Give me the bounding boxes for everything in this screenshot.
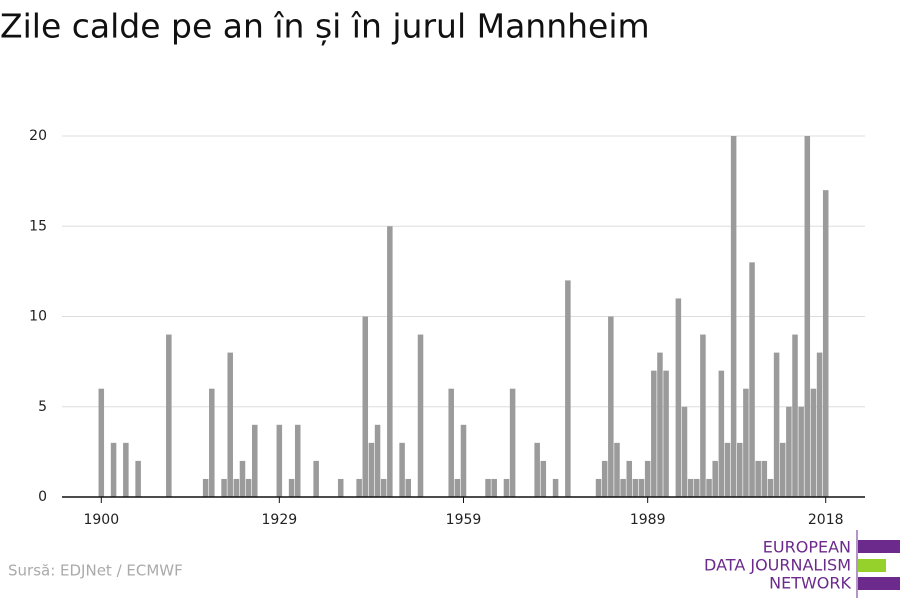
bar	[694, 478, 700, 497]
bar	[123, 442, 129, 497]
bar	[608, 316, 614, 497]
bar	[399, 442, 405, 497]
bar	[509, 388, 516, 497]
bar	[448, 388, 454, 497]
bar	[681, 406, 688, 497]
bar	[166, 334, 172, 497]
bar	[252, 424, 258, 497]
x-tick-label: 2018	[808, 512, 844, 528]
bar	[534, 442, 540, 497]
bar	[700, 334, 706, 497]
bar	[288, 478, 295, 497]
bar	[387, 226, 393, 497]
bar	[356, 478, 362, 497]
bar	[743, 388, 749, 497]
bar	[221, 478, 227, 497]
bar	[209, 388, 215, 497]
bar	[491, 478, 497, 497]
bar	[202, 478, 209, 497]
bar	[767, 478, 774, 497]
bar	[755, 460, 761, 497]
bar	[380, 478, 387, 497]
y-tick-label: 5	[38, 399, 47, 415]
bar	[417, 334, 424, 497]
x-tick-label: 1959	[446, 512, 482, 528]
bar	[620, 478, 626, 497]
logo-bar	[858, 559, 886, 572]
bar	[663, 370, 669, 497]
x-tick-label: 1929	[262, 512, 298, 528]
bar	[804, 136, 811, 497]
bar	[626, 460, 633, 497]
bar	[540, 460, 547, 497]
bar	[245, 478, 252, 497]
y-tick-label: 0	[38, 489, 47, 505]
bar	[485, 478, 491, 497]
bar	[601, 460, 608, 497]
bar	[773, 352, 780, 497]
bar	[638, 478, 645, 497]
bar	[644, 460, 651, 497]
bar	[276, 424, 283, 497]
bar	[405, 478, 412, 497]
bar	[595, 478, 602, 497]
bar	[454, 478, 461, 497]
bar	[239, 460, 246, 497]
x-tick-label: 1900	[83, 512, 119, 528]
logo-text: NETWORK	[769, 574, 851, 593]
bar	[736, 442, 743, 497]
bar	[337, 478, 344, 497]
bar	[779, 442, 786, 497]
bar	[706, 478, 712, 497]
bar	[110, 442, 117, 497]
bar	[786, 406, 792, 497]
bar	[227, 352, 233, 497]
bar	[362, 316, 369, 497]
bar	[730, 136, 737, 497]
bar	[614, 442, 620, 497]
bar	[368, 442, 375, 497]
bar	[687, 478, 694, 497]
y-tick-label: 15	[29, 218, 47, 234]
logo-bar	[858, 577, 900, 590]
y-tick-label: 20	[29, 128, 47, 144]
logo-bar	[858, 540, 900, 553]
bar	[460, 424, 467, 497]
bar	[632, 478, 639, 497]
bar	[657, 352, 663, 497]
bar	[798, 406, 804, 497]
bar	[313, 460, 319, 497]
bar	[565, 280, 571, 497]
bar	[675, 298, 682, 497]
bar	[761, 460, 768, 497]
chart-title: Zile calde pe an în și în jurul Mannheim	[0, 7, 650, 46]
logo-text: EUROPEAN	[763, 538, 851, 557]
bar	[822, 190, 829, 497]
bar	[135, 460, 141, 497]
bar	[810, 388, 817, 497]
bar	[749, 262, 755, 497]
bar	[294, 424, 301, 497]
bar	[712, 460, 718, 497]
bar	[792, 334, 798, 497]
bar	[374, 424, 381, 497]
bar	[816, 352, 823, 497]
logo-text: DATA JOURNALISM	[704, 556, 851, 575]
logo: EUROPEAN DATA JOURNALISM NETWORK	[704, 530, 900, 598]
bar	[552, 478, 559, 497]
y-tick-label: 10	[29, 309, 47, 325]
source: Sursă: EDJNet / ECMWF	[8, 562, 183, 580]
bar	[718, 370, 725, 497]
x-tick-label: 1989	[630, 512, 666, 528]
bar	[503, 478, 510, 497]
bar	[98, 388, 105, 497]
bar	[651, 370, 657, 497]
bar	[233, 478, 240, 497]
bar	[724, 442, 731, 497]
